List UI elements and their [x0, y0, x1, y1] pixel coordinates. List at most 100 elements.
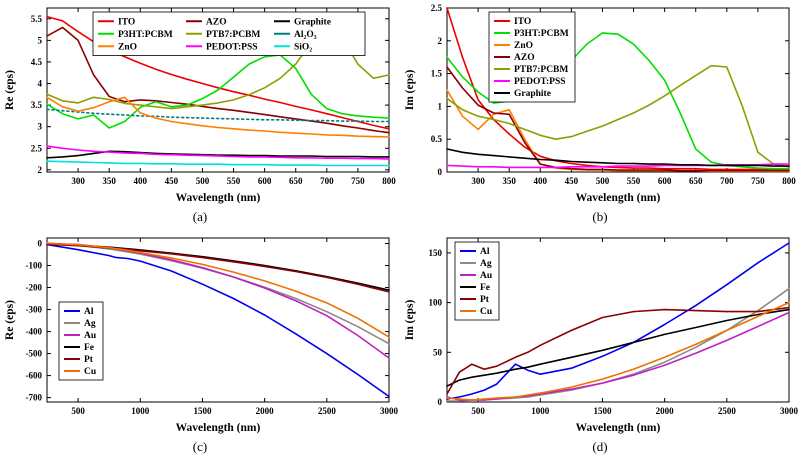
- svg-text:2000: 2000: [656, 406, 675, 416]
- svg-text:Wavelength (nm): Wavelength (nm): [576, 422, 661, 434]
- svg-text:0: 0: [438, 167, 443, 177]
- svg-text:1000: 1000: [531, 406, 550, 416]
- svg-text:2000: 2000: [256, 406, 275, 416]
- svg-text:350: 350: [502, 176, 516, 186]
- svg-text:1500: 1500: [593, 406, 612, 416]
- svg-text:ITO: ITO: [514, 17, 531, 27]
- svg-text:350: 350: [102, 176, 116, 186]
- caption-d: (d): [592, 439, 608, 454]
- svg-text:3000: 3000: [380, 406, 399, 416]
- svg-text:800: 800: [382, 176, 396, 186]
- svg-text:PEDOT:PSS: PEDOT:PSS: [206, 42, 258, 52]
- svg-text:Wavelength (nm): Wavelength (nm): [176, 422, 261, 434]
- svg-text:AZO: AZO: [514, 53, 535, 63]
- svg-text:2500: 2500: [318, 406, 337, 416]
- svg-text:550: 550: [627, 176, 641, 186]
- svg-text:0.5: 0.5: [431, 134, 443, 144]
- svg-text:AZO: AZO: [206, 17, 227, 27]
- svg-text:3.5: 3.5: [31, 100, 43, 110]
- svg-text:4.5: 4.5: [31, 57, 43, 67]
- svg-text:2500: 2500: [718, 406, 737, 416]
- svg-text:300: 300: [471, 176, 485, 186]
- svg-text:3000: 3000: [780, 406, 799, 416]
- svg-text:50: 50: [433, 347, 443, 357]
- caption-c: (c): [192, 439, 208, 454]
- svg-text:Al: Al: [84, 307, 94, 317]
- svg-text:Cu: Cu: [480, 307, 493, 317]
- svg-text:2.5: 2.5: [431, 3, 443, 13]
- svg-text:Pt: Pt: [84, 355, 94, 365]
- svg-text:Au: Au: [84, 331, 97, 341]
- svg-text:ZnO: ZnO: [118, 42, 137, 52]
- svg-text:Pt: Pt: [480, 295, 490, 305]
- svg-text:-700: -700: [26, 393, 43, 403]
- svg-text:2.5: 2.5: [31, 143, 43, 153]
- svg-text:700: 700: [320, 176, 334, 186]
- caption-b: (b): [592, 209, 608, 224]
- svg-text:P3HT:PCBM: P3HT:PCBM: [118, 30, 173, 40]
- svg-text:750: 750: [751, 176, 765, 186]
- svg-text:2: 2: [438, 36, 443, 46]
- panel-c: 500 1000 1500 2000 2500 3000 0 -100 -200 -300 -400…: [0, 230, 400, 461]
- chart-d-im-eps-metals: 500 1000 1500 2000 2500 3000 0 50 100 150 Waveleng…: [404, 237, 799, 434]
- svg-text:Graphite: Graphite: [514, 89, 551, 99]
- svg-text:0: 0: [438, 397, 443, 407]
- svg-text:5: 5: [38, 35, 43, 45]
- svg-text:Al₂O₃: Al₂O₃: [294, 30, 317, 40]
- svg-text:500: 500: [596, 176, 610, 186]
- svg-text:Fe: Fe: [84, 343, 94, 353]
- svg-text:Wavelength (nm): Wavelength (nm): [576, 192, 661, 204]
- svg-text:PTB7:PCBM: PTB7:PCBM: [206, 30, 260, 40]
- svg-text:500: 500: [471, 406, 485, 416]
- svg-text:Al: Al: [480, 247, 490, 257]
- svg-text:300: 300: [71, 176, 85, 186]
- panel-a: 300 350 400 450 500 550 600 650 700 750 800 2 2.5 3 3.…: [0, 0, 400, 230]
- svg-text:P3HT:PCBM: P3HT:PCBM: [514, 29, 569, 39]
- svg-text:ZnO: ZnO: [514, 41, 533, 51]
- svg-text:600: 600: [658, 176, 672, 186]
- svg-text:600: 600: [258, 176, 272, 186]
- chart-c-re-eps-metals: 500 1000 1500 2000 2500 3000 0 -100 -200 -300 -400…: [4, 237, 399, 434]
- svg-text:450: 450: [565, 176, 579, 186]
- panel-b: 300 350 400 450 500 550 600 650 700 750 800 0 0.5 1 1.…: [400, 0, 800, 230]
- svg-text:750: 750: [351, 176, 365, 186]
- svg-text:-100: -100: [26, 261, 43, 271]
- svg-text:Wavelength (nm): Wavelength (nm): [176, 192, 261, 204]
- svg-text:400: 400: [534, 176, 548, 186]
- svg-text:PTB7:PCBM: PTB7:PCBM: [514, 65, 568, 75]
- svg-text:Im (eps): Im (eps): [404, 300, 416, 341]
- svg-text:ITO: ITO: [118, 17, 135, 27]
- svg-text:-500: -500: [26, 349, 43, 359]
- chart-a-re-eps-dielectrics: 300 350 400 450 500 550 600 650 700 750 800 2 2.5 3 3.…: [4, 7, 396, 204]
- svg-text:500: 500: [71, 406, 85, 416]
- chart-b-im-eps-dielectrics: 300 350 400 450 500 550 600 650 700 750 800 0 0.5 1 1.…: [404, 3, 796, 204]
- svg-text:150: 150: [429, 248, 443, 258]
- svg-text:3: 3: [38, 122, 43, 132]
- svg-text:-200: -200: [26, 283, 43, 293]
- svg-text:800: 800: [782, 176, 796, 186]
- svg-text:500: 500: [196, 176, 210, 186]
- caption-a: (a): [192, 209, 208, 224]
- svg-text:PEDOT:PSS: PEDOT:PSS: [514, 77, 566, 87]
- svg-text:Re (eps): Re (eps): [4, 300, 16, 340]
- svg-text:650: 650: [689, 176, 703, 186]
- svg-text:-600: -600: [26, 371, 43, 381]
- svg-text:-300: -300: [26, 305, 43, 315]
- svg-text:100: 100: [429, 298, 443, 308]
- svg-text:0: 0: [38, 239, 43, 249]
- svg-text:Cu: Cu: [84, 367, 97, 377]
- svg-text:400: 400: [134, 176, 148, 186]
- svg-text:5.5: 5.5: [31, 14, 43, 24]
- svg-text:-400: -400: [26, 327, 43, 337]
- svg-text:2: 2: [38, 165, 43, 175]
- svg-text:Fe: Fe: [480, 283, 490, 293]
- svg-text:SiO₂: SiO₂: [294, 42, 312, 52]
- svg-text:Ag: Ag: [84, 319, 96, 329]
- svg-text:1500: 1500: [193, 406, 212, 416]
- svg-text:450: 450: [165, 176, 179, 186]
- svg-text:550: 550: [227, 176, 241, 186]
- svg-text:4: 4: [38, 79, 43, 89]
- svg-text:1000: 1000: [131, 406, 150, 416]
- panel-d: 500 1000 1500 2000 2500 3000 0 50 100 150 Waveleng…: [400, 230, 800, 461]
